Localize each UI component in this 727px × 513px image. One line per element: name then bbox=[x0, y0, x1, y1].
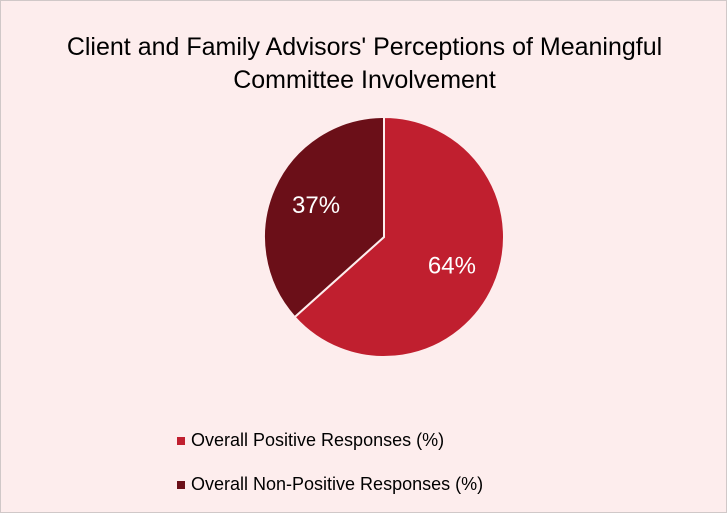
chart-title: Client and Family Advisors' Perceptions … bbox=[66, 33, 663, 94]
data-label: 37% bbox=[292, 192, 340, 219]
legend-marker bbox=[177, 481, 185, 489]
legend-label: Overall Positive Responses (%) bbox=[191, 430, 444, 450]
data-label: 64% bbox=[428, 253, 476, 280]
legend-marker bbox=[177, 437, 185, 445]
pie-slice bbox=[293, 115, 505, 358]
legend-label: Overall Non-Positive Responses (%) bbox=[191, 474, 483, 494]
pie-slice bbox=[263, 115, 385, 319]
